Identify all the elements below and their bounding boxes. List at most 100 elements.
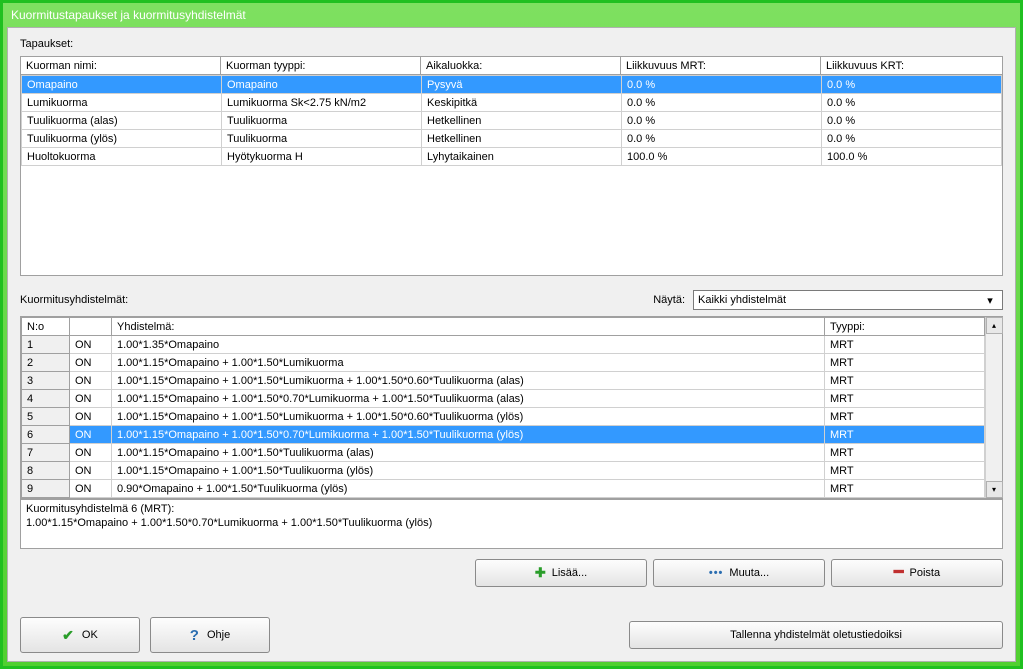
cases-block: Kuorman nimi: Kuorman tyyppi: Aikaluokka… (20, 56, 1003, 276)
cases-scroll[interactable]: OmapainoOmapainoPysyvä0.0 %0.0 %Lumikuor… (20, 75, 1003, 276)
cases-table-header: Kuorman nimi: Kuorman tyyppi: Aikaluokka… (20, 56, 1003, 75)
filter-label: Näytä: (653, 294, 685, 306)
delete-button-label: Poista (910, 567, 941, 579)
case-cell-krt: 100.0 % (822, 148, 1002, 166)
combinations-table: N:o Yhdistelmä: Tyyppi: 1ON1.00*1.35*Oma… (21, 317, 985, 498)
action-button-row: ✚ Lisää... ••• Muuta... ━ Poista (20, 559, 1003, 587)
combo-cell-no: 7 (22, 444, 70, 462)
case-row[interactable]: Tuulikuorma (alas)TuulikuormaHetkellinen… (22, 112, 1002, 130)
combinations-header: N:o Yhdistelmä: Tyyppi: (22, 318, 985, 336)
case-cell-type: Omapaino (222, 76, 422, 94)
combo-cell-type: MRT (825, 408, 985, 426)
case-cell-krt: 0.0 % (822, 76, 1002, 94)
case-cell-type: Tuulikuorma (222, 112, 422, 130)
combo-cell-type: MRT (825, 390, 985, 408)
dialog-window: Kuormitustapaukset ja kuormitusyhdistelm… (0, 0, 1023, 669)
combo-cell-on: ON (70, 336, 112, 354)
combos-header-type[interactable]: Tyyppi: (825, 318, 985, 336)
case-cell-mrt: 100.0 % (622, 148, 822, 166)
combinations-scrollbar[interactable]: ▴ ▾ (985, 317, 1002, 498)
case-cell-krt: 0.0 % (822, 94, 1002, 112)
combo-cell-type: MRT (825, 480, 985, 498)
combination-row[interactable]: 2ON1.00*1.15*Omapaino + 1.00*1.50*Lumiku… (22, 354, 985, 372)
combo-cell-no: 9 (22, 480, 70, 498)
combo-cell-text: 0.90*Omapaino + 1.00*1.50*Tuulikuorma (y… (112, 480, 825, 498)
case-cell-krt: 0.0 % (822, 112, 1002, 130)
cases-header-name[interactable]: Kuorman nimi: (21, 57, 221, 75)
case-row[interactable]: Tuulikuorma (ylös)TuulikuormaHetkellinen… (22, 130, 1002, 148)
combos-header-on[interactable] (70, 318, 112, 336)
add-button[interactable]: ✚ Lisää... (475, 559, 647, 587)
combo-cell-on: ON (70, 444, 112, 462)
combinations-header-row: Kuormitusyhdistelmät: Näytä: Kaikki yhdi… (20, 290, 1003, 310)
case-cell-name: Lumikuorma (22, 94, 222, 112)
combinations-grid: N:o Yhdistelmä: Tyyppi: 1ON1.00*1.35*Oma… (20, 316, 1003, 499)
combo-cell-type: MRT (825, 372, 985, 390)
combination-row[interactable]: 7ON1.00*1.15*Omapaino + 1.00*1.50*Tuulik… (22, 444, 985, 462)
combo-cell-text: 1.00*1.15*Omapaino + 1.00*1.50*Tuulikuor… (112, 444, 825, 462)
combo-cell-type: MRT (825, 354, 985, 372)
combination-row[interactable]: 6ON1.00*1.15*Omapaino + 1.00*1.50*0.70*L… (22, 426, 985, 444)
combo-cell-no: 5 (22, 408, 70, 426)
case-cell-krt: 0.0 % (822, 130, 1002, 148)
cases-header-mrt[interactable]: Liikkuvuus MRT: (621, 57, 821, 75)
delete-button[interactable]: ━ Poista (831, 559, 1003, 587)
scroll-down-icon[interactable]: ▾ (986, 481, 1003, 498)
case-cell-mrt: 0.0 % (622, 94, 822, 112)
combo-cell-on: ON (70, 480, 112, 498)
case-cell-timeclass: Lyhytaikainen (422, 148, 622, 166)
cases-header-type[interactable]: Kuorman tyyppi: (221, 57, 421, 75)
help-button[interactable]: ? Ohje (150, 617, 270, 653)
combos-header-combo[interactable]: Yhdistelmä: (112, 318, 825, 336)
combo-cell-text: 1.00*1.15*Omapaino + 1.00*1.50*Tuulikuor… (112, 462, 825, 480)
cases-header-krt[interactable]: Liikkuvuus KRT: (821, 57, 1003, 75)
combo-cell-type: MRT (825, 444, 985, 462)
save-defaults-button[interactable]: Tallenna yhdistelmät oletustiedoiksi (629, 621, 1003, 649)
edit-button[interactable]: ••• Muuta... (653, 559, 825, 587)
filter-value: Kaikki yhdistelmät (698, 294, 786, 306)
case-cell-type: Tuulikuorma (222, 130, 422, 148)
combo-cell-text: 1.00*1.15*Omapaino + 1.00*1.50*Lumikuorm… (112, 354, 825, 372)
scroll-up-icon[interactable]: ▴ (986, 317, 1003, 334)
combo-cell-text: 1.00*1.15*Omapaino + 1.00*1.50*0.70*Lumi… (112, 390, 825, 408)
combination-row[interactable]: 9ON0.90*Omapaino + 1.00*1.50*Tuulikuorma… (22, 480, 985, 498)
case-cell-type: Hyötykuorma H (222, 148, 422, 166)
case-cell-timeclass: Hetkellinen (422, 112, 622, 130)
check-icon: ✔ (62, 627, 74, 644)
combo-cell-type: MRT (825, 336, 985, 354)
question-icon: ? (190, 627, 199, 644)
help-button-label: Ohje (207, 629, 230, 641)
ok-button[interactable]: ✔ OK (20, 617, 140, 653)
combo-cell-on: ON (70, 426, 112, 444)
combo-cell-type: MRT (825, 426, 985, 444)
combination-row[interactable]: 3ON1.00*1.15*Omapaino + 1.00*1.50*Lumiku… (22, 372, 985, 390)
save-defaults-label: Tallenna yhdistelmät oletustiedoiksi (730, 629, 902, 641)
case-cell-name: Omapaino (22, 76, 222, 94)
combo-cell-on: ON (70, 462, 112, 480)
case-cell-mrt: 0.0 % (622, 76, 822, 94)
case-cell-mrt: 0.0 % (622, 112, 822, 130)
combo-cell-on: ON (70, 408, 112, 426)
minus-icon: ━ (894, 569, 904, 577)
combo-cell-text: 1.00*1.35*Omapaino (112, 336, 825, 354)
case-row[interactable]: HuoltokuormaHyötykuorma HLyhytaikainen10… (22, 148, 1002, 166)
combo-cell-text: 1.00*1.15*Omapaino + 1.00*1.50*0.70*Lumi… (112, 426, 825, 444)
plus-icon: ✚ (535, 565, 546, 581)
combination-row[interactable]: 1ON1.00*1.35*OmapainoMRT (22, 336, 985, 354)
cases-table-body: OmapainoOmapainoPysyvä0.0 %0.0 %Lumikuor… (21, 75, 1002, 166)
combination-row[interactable]: 4ON1.00*1.15*Omapaino + 1.00*1.50*0.70*L… (22, 390, 985, 408)
case-row[interactable]: LumikuormaLumikuorma Sk<2.75 kN/m2Keskip… (22, 94, 1002, 112)
cases-header-timeclass[interactable]: Aikaluokka: (421, 57, 621, 75)
combination-row[interactable]: 8ON1.00*1.15*Omapaino + 1.00*1.50*Tuulik… (22, 462, 985, 480)
chevron-down-icon: ▾ (982, 294, 998, 307)
case-cell-timeclass: Hetkellinen (422, 130, 622, 148)
filter-dropdown[interactable]: Kaikki yhdistelmät ▾ (693, 290, 1003, 310)
combos-header-no[interactable]: N:o (22, 318, 70, 336)
combination-row[interactable]: 5ON1.00*1.15*Omapaino + 1.00*1.50*Lumiku… (22, 408, 985, 426)
case-cell-name: Huoltokuorma (22, 148, 222, 166)
combo-cell-no: 2 (22, 354, 70, 372)
combo-cell-no: 4 (22, 390, 70, 408)
case-row[interactable]: OmapainoOmapainoPysyvä0.0 %0.0 % (22, 76, 1002, 94)
title-bar: Kuormitustapaukset ja kuormitusyhdistelm… (3, 3, 1020, 27)
case-cell-timeclass: Keskipitkä (422, 94, 622, 112)
